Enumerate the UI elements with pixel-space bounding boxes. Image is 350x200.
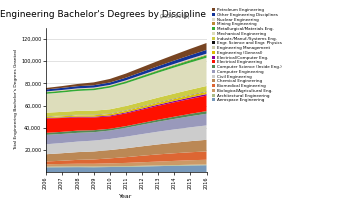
Y-axis label: Total Engineering Bachelor's Degrees Granted: Total Engineering Bachelor's Degrees Gra…: [14, 50, 18, 150]
Legend: Petroleum Engineering, Other Engineering Disciplines, Nuclear Engineering, Minin: Petroleum Engineering, Other Engineering…: [212, 8, 282, 102]
Text: Engineering Bachelor's Degrees by Discipline: Engineering Bachelor's Degrees by Discip…: [0, 10, 206, 19]
X-axis label: Year: Year: [119, 194, 133, 199]
Text: (2006-2016): (2006-2016): [160, 14, 190, 19]
